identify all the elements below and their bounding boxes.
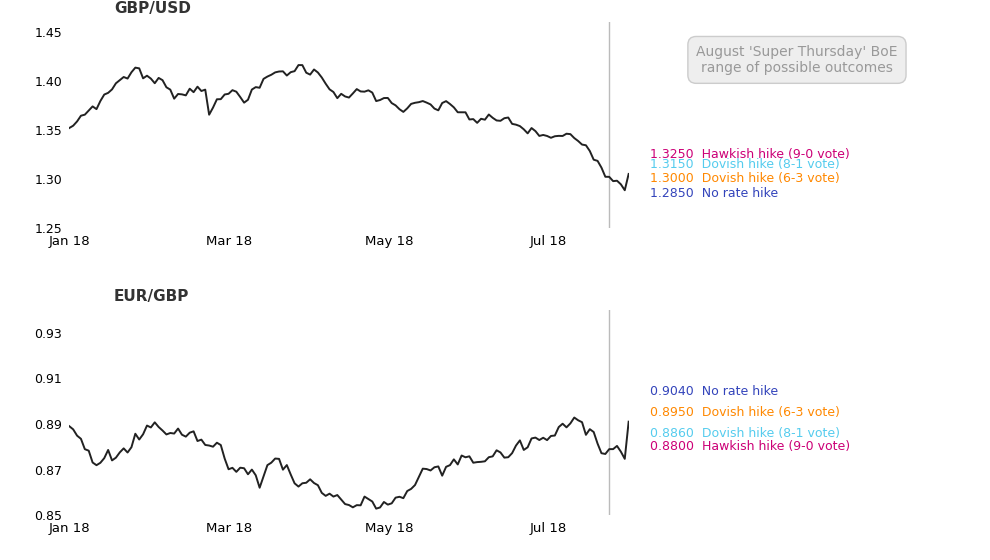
- Text: August 'Super Thursday' BoE
range of possible outcomes: August 'Super Thursday' BoE range of pos…: [696, 45, 898, 75]
- Text: GBP/USD: GBP/USD: [114, 1, 191, 16]
- Text: 0.8950  Dovish hike (6-3 vote): 0.8950 Dovish hike (6-3 vote): [649, 406, 840, 419]
- Text: 1.2850  No rate hike: 1.2850 No rate hike: [649, 187, 778, 200]
- Text: 1.3000  Dovish hike (6-3 vote): 1.3000 Dovish hike (6-3 vote): [649, 172, 840, 185]
- Text: 0.9040  No rate hike: 0.9040 No rate hike: [649, 385, 778, 399]
- Text: 0.8860  Dovish hike (8-1 vote): 0.8860 Dovish hike (8-1 vote): [649, 427, 840, 440]
- Text: 0.8800  Hawkish hike (9-0 vote): 0.8800 Hawkish hike (9-0 vote): [649, 440, 850, 453]
- Text: EUR/GBP: EUR/GBP: [114, 289, 189, 304]
- Text: 1.3150  Dovish hike (8-1 vote): 1.3150 Dovish hike (8-1 vote): [649, 158, 840, 171]
- Text: 1.3250  Hawkish hike (9-0 vote): 1.3250 Hawkish hike (9-0 vote): [649, 148, 849, 161]
